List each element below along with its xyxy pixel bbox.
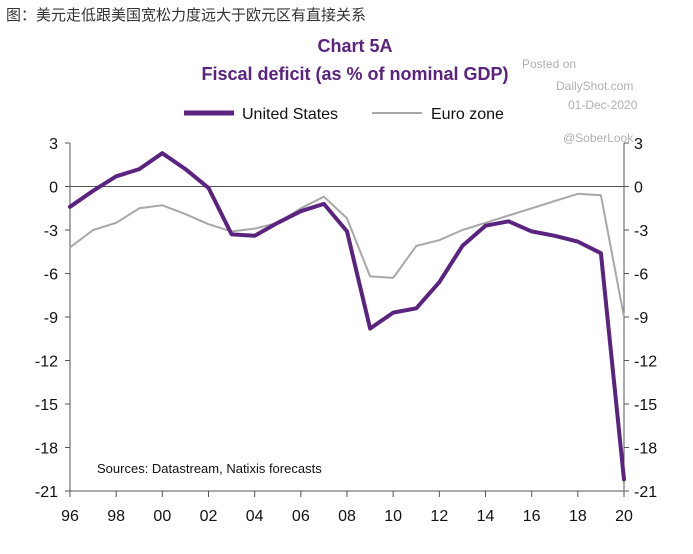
chart-legend: United States Euro zone <box>184 106 504 123</box>
y-tick-label-left: -3 <box>44 223 58 240</box>
x-tick-label: 20 <box>615 508 633 525</box>
legend-label-euro-zone: Euro zone <box>431 106 504 123</box>
x-tick-label: 08 <box>338 508 356 525</box>
x-tick-label: 98 <box>107 508 125 525</box>
watermark-date: 01-Dec-2020 <box>568 98 638 112</box>
watermark-site: DailyShot.com <box>556 79 633 93</box>
y-tick-label-left: -18 <box>35 441 58 458</box>
y-tick-label-right: -12 <box>634 354 657 371</box>
y-tick-label-right: -9 <box>634 310 648 327</box>
y-tick-label-left: 0 <box>49 180 58 197</box>
chart-title: Chart 5A <box>317 36 392 56</box>
y-tick-label-right: -6 <box>634 267 648 284</box>
legend-label-united-states: United States <box>242 106 338 123</box>
chart-subtitle: Fiscal deficit (as % of nominal GDP) <box>201 64 508 84</box>
x-tick-label: 04 <box>246 508 264 525</box>
x-tick-label: 12 <box>430 508 448 525</box>
y-tick-label-right: -21 <box>634 484 657 501</box>
y-tick-label-left: -6 <box>44 267 58 284</box>
y-tick-label-left: -15 <box>35 397 58 414</box>
x-tick-label: 18 <box>569 508 587 525</box>
series-line-euro-zone <box>69 192 625 318</box>
y-tick-label-left: -21 <box>35 484 58 501</box>
x-tick-label: 96 <box>61 508 79 525</box>
watermark-posted-on: Posted on <box>522 57 576 71</box>
y-tick-label-right: -15 <box>634 397 657 414</box>
y-tick-label-left: 3 <box>49 136 58 153</box>
series-line-united-states <box>68 151 626 482</box>
x-tick-label: 06 <box>292 508 310 525</box>
x-tick-label: 16 <box>523 508 541 525</box>
image-caption: 图：美元走低跟美国宽松力度远大于欧元区有直接关系 <box>6 6 367 24</box>
watermark-handle: @SoberLook <box>563 131 634 145</box>
y-tick-label-right: 3 <box>634 136 643 153</box>
source-note: Sources: Datastream, Natixis forecasts <box>97 461 322 476</box>
y-tick-label-right: 0 <box>634 180 643 197</box>
y-tick-label-right: -18 <box>634 441 657 458</box>
y-tick-label-right: -3 <box>634 223 648 240</box>
x-tick-label: 10 <box>384 508 402 525</box>
y-tick-label-left: -12 <box>35 354 58 371</box>
x-tick-label: 00 <box>153 508 171 525</box>
x-tick-label: 14 <box>477 508 495 525</box>
x-tick-label: 02 <box>200 508 218 525</box>
y-tick-label-left: -9 <box>44 310 58 327</box>
